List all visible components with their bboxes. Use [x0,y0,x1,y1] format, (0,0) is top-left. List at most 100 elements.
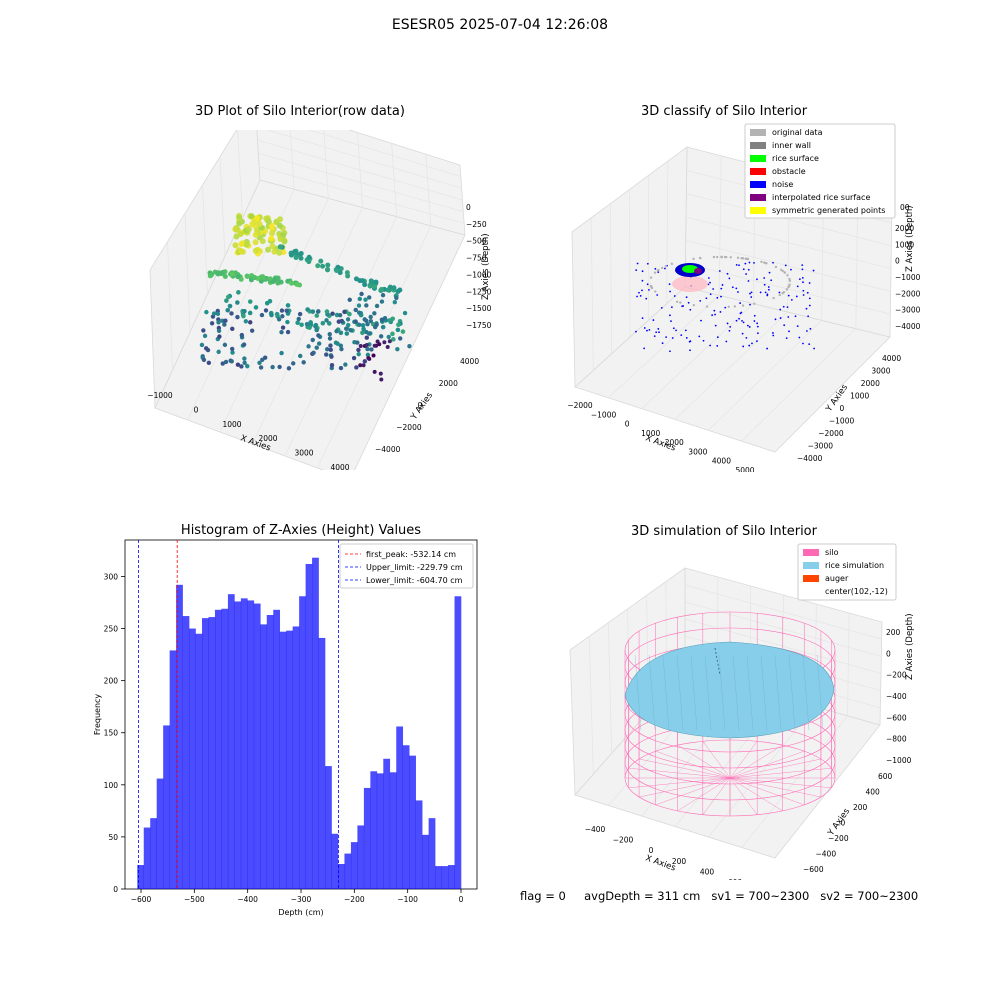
histogram-bar [182,616,190,889]
raw-y-label: Y Axies [409,390,436,422]
histogram-bar [318,637,326,889]
histogram-bar [221,608,229,889]
cls-x-tick-label: −1000 [591,410,617,419]
raw-point [365,352,371,357]
cls-noise-point [729,325,732,328]
raw-point [259,238,266,245]
sim-auger [714,647,721,676]
cls-noise-point [782,305,785,308]
cls-original-point [692,257,695,261]
cls-noise-point [658,331,660,334]
cls-noise-point [790,268,792,271]
cls-original-point [675,300,679,303]
cls-noise-point [764,291,767,294]
raw-point [269,243,276,250]
raw-point [379,317,385,322]
cls-noise-point [794,315,797,318]
raw-point [268,225,275,232]
sim-legend: silo rice simulation auger center(102,-12) [797,543,897,601]
raw-point [245,226,252,233]
cls-legend-swatch [750,129,766,136]
raw-point [379,299,385,304]
raw-y-tick-label: −2000 [396,423,422,432]
raw-point [216,349,221,355]
raw-point [256,221,263,228]
cls-noise-point [806,330,808,332]
raw-point [347,297,352,303]
raw-point [217,334,222,339]
cls-original-point [660,266,664,270]
raw-point [314,327,319,333]
cls-noise-point [755,340,758,343]
raw-x-tick-label: 2000 [258,434,277,443]
histogram-title: Histogram of Z-Axies (Height) Values [181,523,421,538]
raw-point [285,319,290,325]
raw-points [199,212,412,382]
raw-grid [237,130,243,219]
raw-point [233,233,240,240]
raw-point [326,321,332,326]
cls-noise-point [759,291,762,294]
raw-point [279,329,284,335]
raw-point [223,359,229,365]
cls-noise-point [784,264,787,267]
raw-point [380,292,386,298]
cls-noise-point [641,279,644,282]
raw-point [216,320,221,325]
raw-point [269,312,274,318]
sim-rice-mesh [732,654,740,731]
cls-noise-point [790,298,793,301]
cls-y-tick-label: −3000 [808,442,834,451]
sim-rice-mesh [676,654,684,731]
raw-point [280,325,286,330]
raw-point [378,286,384,292]
raw-point [360,323,366,328]
raw-point [277,216,284,223]
raw-point [373,279,379,285]
histogram-bar [350,842,358,889]
simulation-3d-plot: −400−2000200400600X Axies6004002000−200−… [569,543,915,880]
cls-original-point [746,257,749,261]
histogram-bar [331,833,339,889]
cls-grid [641,303,754,409]
raw-point [277,364,282,370]
histogram-bar [325,766,332,889]
cls-x-tick-label: 2000 [665,438,684,447]
x-tick-label: −100 [397,895,418,904]
cls-noise-point [787,294,790,297]
cls-noise-point [774,318,777,321]
histogram-bar [279,631,287,889]
cls-noise-point [738,264,740,267]
histogram-bar [376,773,384,889]
raw-point [202,333,208,339]
cls-noise-point [808,282,811,284]
raw-grid [219,198,329,433]
cls-noise-point [756,325,759,328]
cls-noise-point [798,278,801,281]
cls-noise-point [671,337,674,339]
raw-y-tick-label: 4000 [460,357,479,366]
cls-original-point [787,284,791,288]
cls-noise-point [636,295,638,298]
raw-point [248,320,253,325]
cls-noise-point [664,267,666,270]
raw-grid [219,156,226,257]
cls-grid [708,320,822,431]
cls-noise-point [801,264,804,267]
y-tick-label: 250 [104,625,119,634]
cls-legend-swatch [750,155,766,162]
cls-noise-point [750,291,753,294]
histogram-bar [415,800,423,889]
cls-legend-swatch [750,168,766,175]
x-tick-label: 0 [459,895,464,904]
y-tick-label: 200 [104,677,119,686]
raw-point [279,350,284,356]
cls-noise-point [795,295,798,298]
cls-noise-point [763,283,766,286]
cls-noise-point [673,295,676,297]
cls-noise-point [724,306,727,309]
cls-noise-point [766,347,769,350]
cls-original-point [781,269,784,273]
histogram-bar [137,865,145,889]
cls-original-point [723,255,727,259]
